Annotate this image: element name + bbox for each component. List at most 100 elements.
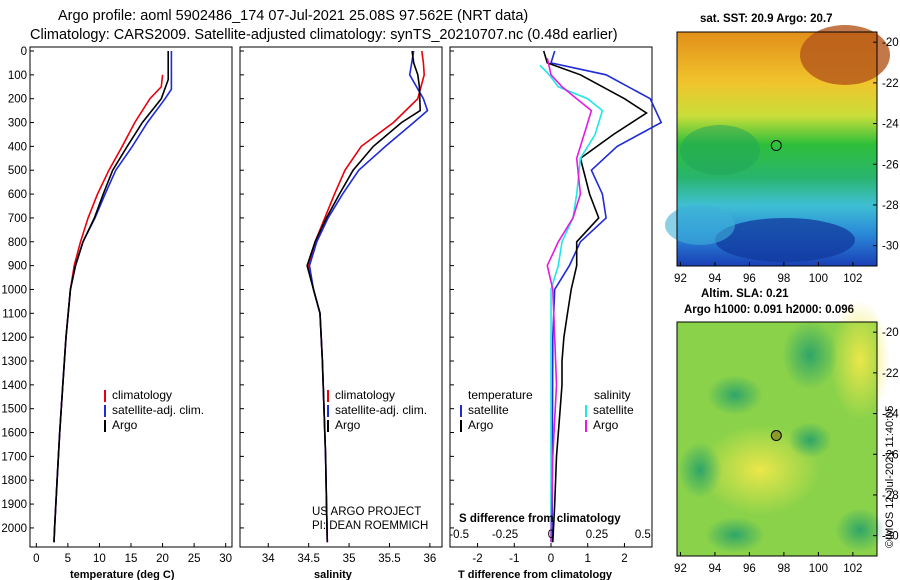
sst-green-patch: [680, 125, 760, 175]
map-y-tick-label: -26: [882, 449, 899, 461]
series-s-satellite: [539, 64, 604, 543]
series-argo: [53, 51, 169, 543]
legend-argo-label: Argo: [112, 418, 138, 432]
legend-s-satellite-label: satellite: [593, 403, 634, 417]
depth-tick-label: 900: [8, 261, 27, 273]
depth-tick-label: 1800: [1, 475, 27, 487]
sla-low-patch-5: [835, 508, 885, 552]
x-tick-label: 34: [262, 553, 275, 565]
header-line2: Climatology: CARS2009. Satellite-adjuste…: [30, 27, 618, 43]
map-y-tick-label: -26: [882, 159, 899, 171]
map-y-tick-label: -28: [882, 200, 899, 212]
s-tick-label: 0: [548, 529, 554, 541]
sla-high-patch-2: [700, 425, 820, 515]
map-y-tick-label: -22: [882, 368, 899, 380]
depth-tick-label: 600: [8, 189, 27, 201]
x-tick-label: 36: [423, 553, 436, 565]
sst-warm-patch: [800, 25, 890, 85]
depth-tick-label: 0: [21, 46, 27, 58]
sst-map: [665, 25, 890, 267]
legend-argo-label: Argo: [335, 418, 361, 432]
sla-low-patch-3: [678, 442, 722, 498]
s-tick-label: -0.25: [492, 529, 518, 541]
sla-low-patch-2: [707, 375, 763, 415]
difference-x-ticks: -2 -1 0 1 2 -0.5 -0.25 0 0.25 0.5: [449, 529, 651, 565]
sla-map-title2: Argo h1000: 0.091 h2000: 0.096: [684, 304, 854, 316]
x-tick-label: 35: [343, 553, 356, 565]
depth-tick-label: 800: [8, 237, 27, 249]
sst-cold-patch: [715, 218, 855, 262]
depth-tick-label: 1000: [1, 284, 27, 296]
credit-pi: PI: DEAN ROEMMICH: [312, 520, 428, 532]
difference-xlabel: T difference from climatology: [458, 569, 613, 580]
depth-axis: 0 100 200 300 400 500 600 700 800 900 1000 1100 1200…: [1, 46, 454, 535]
sla-map-title1: Altim. SLA: 0.21: [701, 288, 789, 300]
map-y-tick-label: -20: [882, 37, 899, 49]
map-y-tick-label: -30: [882, 241, 899, 253]
map-x-tick-label: 94: [709, 273, 722, 285]
temperature-panel-frame: [29, 46, 233, 548]
depth-tick-label: 1400: [1, 380, 27, 392]
difference-plot: [539, 50, 663, 543]
x-tick-label: -1: [509, 553, 519, 565]
legend-salinity-title: salinity: [594, 388, 631, 402]
legend-s-argo-label: Argo: [593, 418, 619, 432]
s-tick-label: 0.25: [586, 529, 608, 541]
map-y-tick-label: -22: [882, 78, 899, 90]
sla-argo-marker: [770, 430, 782, 442]
map-y-tick-label: -30: [882, 531, 899, 543]
sst-map-frame: [676, 31, 878, 267]
map-x-tick-label: 98: [777, 563, 790, 575]
sla-map: [676, 300, 890, 557]
depth-tick-label: 400: [8, 141, 27, 153]
legend-climatology-label: climatology: [112, 388, 172, 402]
map-x-tick-label: 100: [809, 273, 828, 285]
s-tick-label: -0.5: [449, 529, 469, 541]
series-satellite-adj-clim-: [308, 50, 429, 543]
x-tick-label: 10: [93, 553, 106, 565]
series-t-satellite: [549, 50, 663, 543]
sst-cool-patch: [665, 205, 735, 245]
map-x-tick-label: 96: [743, 563, 756, 575]
depth-tick-label: 700: [8, 213, 27, 225]
legend-satellite-label: satellite-adj. clim.: [335, 403, 427, 417]
sst-argo-marker: [770, 140, 782, 152]
difference-legend: temperature satellite Argo salinity sate…: [460, 388, 634, 432]
depth-tick-label: 1300: [1, 356, 27, 368]
map-x-tick-label: 92: [674, 273, 687, 285]
series-argo: [306, 50, 422, 543]
temperature-plot: [53, 51, 173, 543]
difference-s-axis-label: S difference from climatology: [459, 513, 621, 525]
sla-map-frame: [676, 321, 878, 557]
depth-tick-label: 200: [8, 94, 27, 106]
sla-high-patch: [830, 300, 890, 420]
header-line1: Argo profile: aoml 5902486_174 07-Jul-20…: [58, 8, 528, 24]
x-tick-label: 0: [548, 553, 554, 565]
map-x-tick-label: 102: [843, 563, 862, 575]
legend-temperature-title: temperature: [468, 388, 533, 402]
salinity-plot: [306, 50, 429, 543]
sst-map-title: sat. SST: 20.9 Argo: 20.7: [700, 13, 833, 25]
map-x-tick-label: 96: [743, 273, 756, 285]
imos-stamp: ©IMOS 12-Jul-2021 11:40:05: [884, 406, 896, 548]
temperature-x-ticks: 0 5 10 15 20 25 30: [33, 543, 232, 565]
sla-low-patch: [782, 320, 838, 390]
legend-t-satellite-label: satellite: [468, 403, 509, 417]
map-x-tick-label: 92: [674, 563, 687, 575]
depth-tick-label: 1700: [1, 451, 27, 463]
salinity-legend: climatology satellite-adj. clim. Argo: [327, 388, 427, 432]
x-tick-label: 1: [585, 553, 591, 565]
x-tick-label: 15: [125, 553, 138, 565]
depth-tick-label: 500: [8, 165, 27, 177]
temperature-xlabel: temperature (deg C): [70, 569, 175, 580]
series-s-argo: [546, 58, 593, 543]
map-x-tick-label: 102: [843, 273, 862, 285]
temperature-legend: climatology satellite-adj. clim. Argo: [104, 388, 204, 432]
sla-low-patch-4: [788, 422, 832, 458]
salinity-panel-frame: [239, 46, 443, 548]
depth-tick-label: 1200: [1, 332, 27, 344]
map-x-tick-label: 94: [709, 563, 722, 575]
depth-tick-label: 1100: [2, 308, 27, 320]
x-tick-label: 30: [219, 553, 232, 565]
